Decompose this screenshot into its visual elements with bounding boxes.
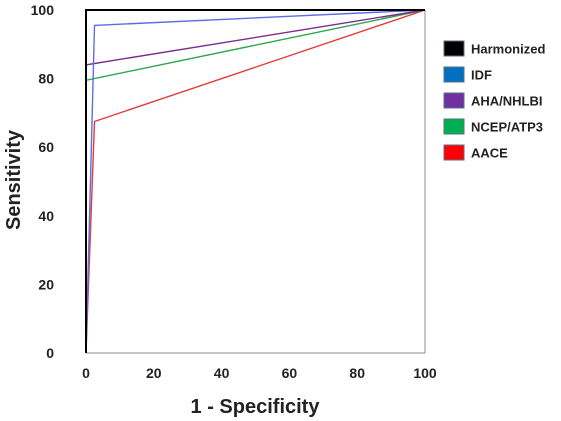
series-line-aace bbox=[85, 9, 426, 354]
x-tick-label: 0 bbox=[82, 365, 90, 381]
legend-label: AHA/NHLBI bbox=[471, 94, 543, 109]
x-tick-label: 40 bbox=[214, 365, 230, 381]
legend: Harmonized IDF AHA/NHLBI NCEP/ATP3 AACE bbox=[443, 40, 545, 161]
legend-swatch bbox=[443, 118, 465, 135]
legend-label: NCEP/ATP3 bbox=[471, 120, 543, 135]
legend-swatch bbox=[443, 66, 465, 83]
series-line-idf bbox=[85, 9, 426, 354]
x-tick-label: 100 bbox=[413, 365, 437, 381]
x-tick-label: 60 bbox=[282, 365, 298, 381]
legend-label: IDF bbox=[471, 68, 492, 83]
legend-label: Harmonized bbox=[471, 42, 545, 57]
y-tick-label: 0 bbox=[46, 345, 54, 361]
y-tick-label: 40 bbox=[38, 208, 54, 224]
y-tick-label: 60 bbox=[38, 139, 54, 155]
legend-swatch bbox=[443, 92, 465, 109]
series-line-harmonized bbox=[85, 9, 425, 353]
legend-swatch bbox=[443, 40, 465, 57]
y-tick-label: 100 bbox=[31, 2, 55, 18]
legend-swatch bbox=[443, 144, 465, 161]
y-tick-label: 20 bbox=[38, 276, 54, 292]
y-axis-title: Sensitivity bbox=[3, 129, 25, 230]
y-tick-label: 80 bbox=[38, 71, 54, 87]
series-line-ncep-atp3 bbox=[85, 9, 426, 353]
series-line-aha-nhlbi bbox=[85, 9, 426, 353]
legend-label: AACE bbox=[471, 146, 508, 161]
x-tick-label: 20 bbox=[146, 365, 162, 381]
x-axis-title: 1 - Specificity bbox=[191, 396, 321, 418]
x-tick-label: 80 bbox=[349, 365, 365, 381]
